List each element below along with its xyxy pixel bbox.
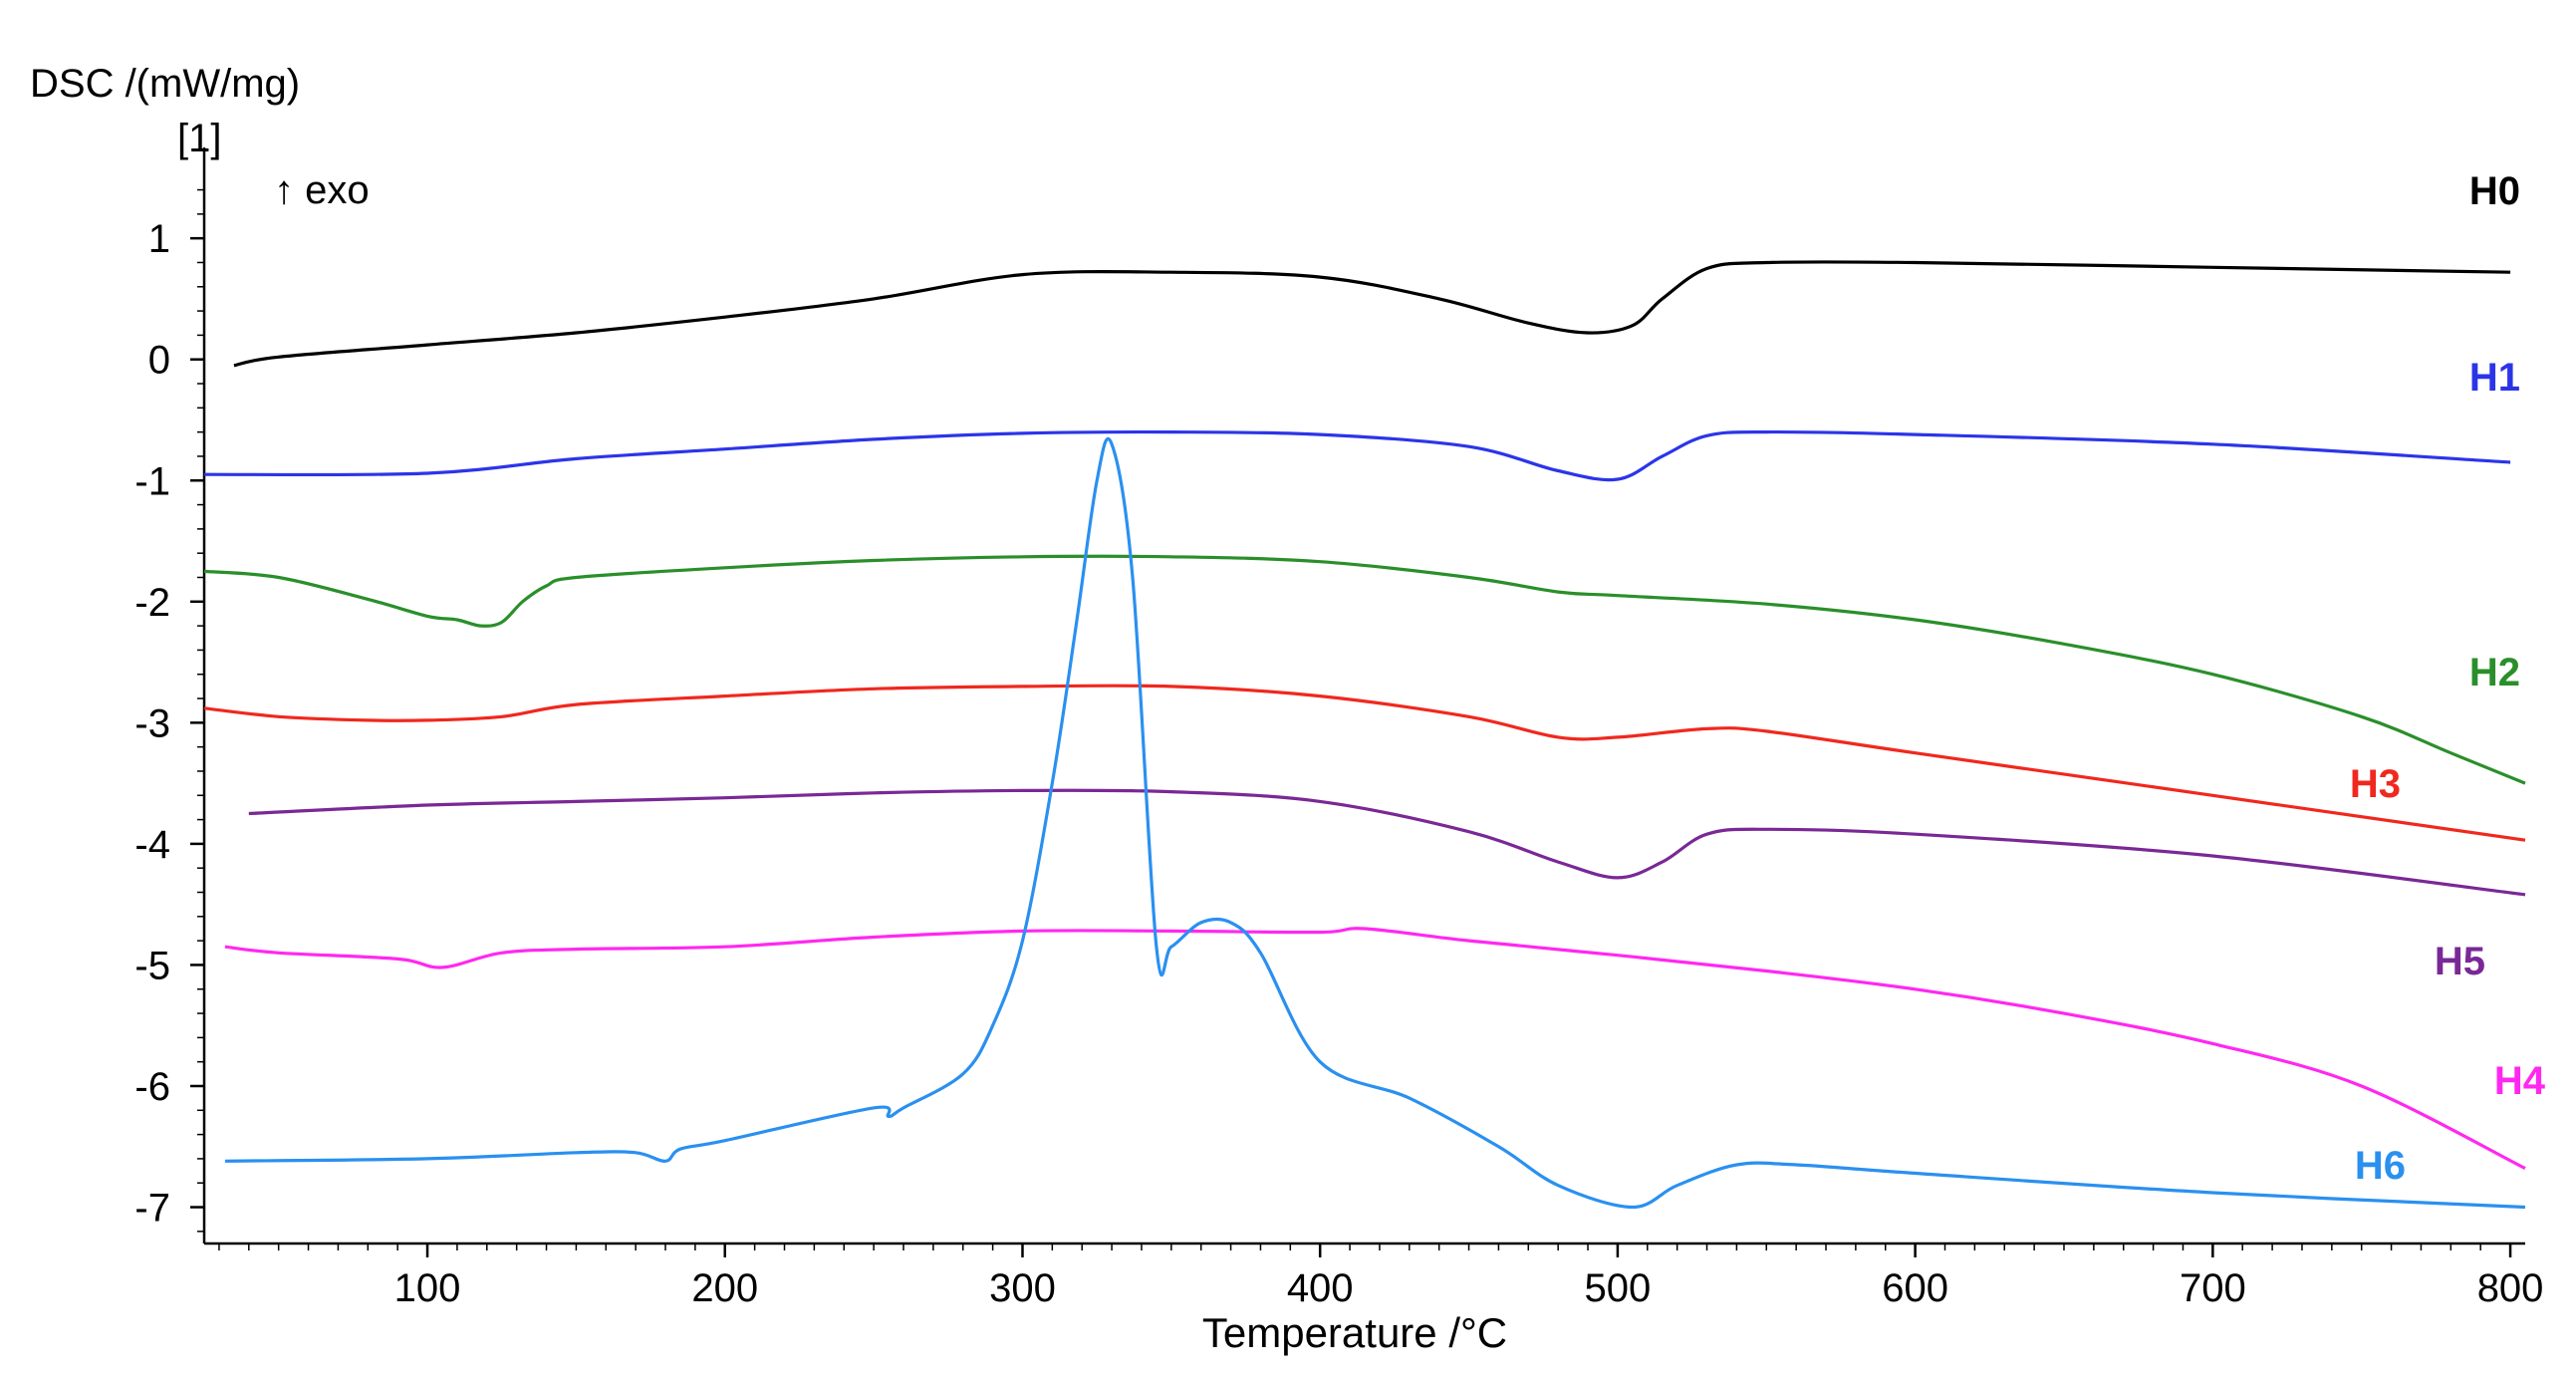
series-label-h2: H2 [2469,651,2520,694]
axes: 100 200 300 400 500 600 700 800 1 0 -1 -2 -3 -4 -5 -6 -7 [134,147,2543,1310]
series-label-h5: H5 [2435,940,2485,983]
y-tick-label: -3 [134,701,170,745]
series-line-h2 [203,554,2526,785]
series-label-h3: H3 [2350,762,2401,806]
series-labels: H0 H1 H2 H3 H5 H4 H6 [2350,169,2546,1188]
series-line-h6 [224,436,2526,1210]
x-tick-label: 400 [1287,1266,1354,1310]
x-tick-label: 100 [394,1266,461,1310]
series-line-h1 [203,429,2511,482]
series-line-h5 [248,788,2526,897]
exo-annotation: ↑ exo [274,168,370,212]
y-tick-label: -1 [134,459,170,503]
y-tick-label: -7 [134,1187,170,1231]
x-tick-label: 200 [691,1266,758,1310]
x-tick-label: 600 [1882,1266,1948,1310]
x-axis-label: Temperature /°C [1202,1309,1507,1356]
x-tick-label: 500 [1585,1266,1652,1310]
y-tick-label: 0 [148,339,170,383]
series-label-h4: H4 [2494,1059,2546,1103]
y-tick-label: -6 [134,1065,170,1109]
y-tick-label: -2 [134,581,170,625]
series-line-h3 [203,684,2526,842]
y-tick-label: 1 [148,217,170,261]
x-tick-label: 700 [2180,1266,2246,1310]
y-axis-unit: [1] [177,117,221,160]
y-tick-label: -4 [134,823,170,867]
series-label-h1: H1 [2469,356,2520,400]
y-axis-label: DSC /(mW/mg) [30,62,300,106]
series-layer [203,260,2526,1210]
series-label-h0: H0 [2469,169,2520,213]
x-tick-label: 300 [989,1266,1056,1310]
x-tick-label: 800 [2477,1266,2544,1310]
series-line-h0 [233,260,2511,368]
series-line-h4 [224,927,2526,1171]
y-tick-label: -5 [134,944,170,987]
series-label-h6: H6 [2355,1144,2406,1188]
